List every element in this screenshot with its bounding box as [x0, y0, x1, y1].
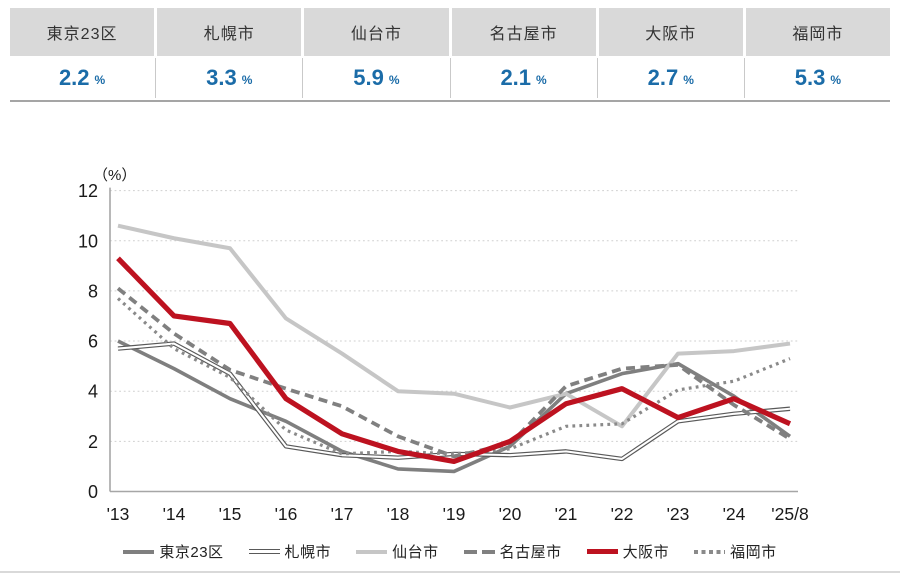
x-tick-label-1: '14: [163, 504, 186, 524]
y-tick-label-12: 12: [78, 181, 98, 201]
series-line-inner-札幌市: [117, 342, 791, 460]
summary-header-cell-5: 福岡市: [745, 8, 890, 56]
legend-label-0: 東京23区: [159, 544, 224, 561]
summary-value: 5.9: [353, 65, 384, 90]
summary-header-row: 東京23区 札幌市 仙台市 名古屋市 大阪市 福岡市: [10, 8, 890, 56]
x-tick-label-10: '23: [667, 504, 690, 524]
legend-label-4: 大阪市: [622, 544, 670, 561]
legend-item-2: 仙台市: [356, 541, 439, 562]
y-tick-label-6: 6: [88, 332, 98, 352]
summary-header-cell-1: 札幌市: [157, 8, 302, 56]
bottom-divider: [0, 571, 900, 573]
legend-line-sample-0: [123, 549, 155, 554]
legend-item-4: 大阪市: [586, 541, 670, 562]
y-tick-label-10: 10: [78, 231, 98, 251]
summary-header-cell-4: 大阪市: [598, 8, 743, 56]
summary-value-cell-5: 5.3%: [745, 56, 890, 100]
y-tick-label-8: 8: [88, 281, 98, 301]
x-tick-label-5: '18: [387, 504, 410, 524]
x-tick-label-3: '16: [275, 504, 298, 524]
legend-label-5: 福岡市: [730, 544, 777, 561]
summary-table: 東京23区 札幌市 仙台市 名古屋市 大阪市 福岡市 2.2% 3.3% 5.9% 2.1% 2.…: [10, 8, 890, 102]
series-line-大阪市: [116, 256, 792, 465]
series-line-仙台市: [117, 223, 791, 429]
legend-line-sample-2: [356, 549, 388, 554]
legend-label-3: 名古屋市: [499, 544, 562, 561]
x-tick-label-2: '15: [219, 504, 242, 524]
legend-item-3: 名古屋市: [463, 541, 562, 562]
summary-value-cell-4: 2.7%: [598, 56, 746, 100]
x-tick-label-12: '25/8: [771, 504, 808, 524]
summary-value-cell-0: 2.2%: [10, 56, 157, 100]
summary-header-cell-0: 東京23区: [10, 8, 155, 56]
legend-item-0: 東京23区: [123, 541, 223, 562]
x-tick-label-0: '13: [107, 504, 130, 524]
summary-value-unit: %: [830, 73, 842, 87]
legend-line-sample-4: [586, 549, 618, 554]
chart-legend: 東京23区 札幌市 仙台市 名古屋市 大阪市 福岡市: [0, 541, 900, 562]
y-tick-label-4: 4: [88, 382, 98, 402]
x-tick-label-11: '24: [723, 504, 746, 524]
summary-value-unit: %: [536, 73, 547, 87]
series-line-名古屋市: [116, 286, 791, 459]
summary-header-cell-3: 名古屋市: [451, 8, 596, 56]
y-axis-unit-label: （%）: [93, 167, 136, 184]
summary-value: 3.3: [206, 65, 237, 90]
summary-header-cell-2: 仙台市: [304, 8, 449, 56]
x-tick-label-4: '17: [331, 504, 354, 524]
summary-value-cell-1: 3.3%: [157, 56, 304, 100]
legend-line-sample-1: [248, 549, 280, 554]
x-tick-label-6: '19: [443, 504, 466, 524]
legend-label-2: 仙台市: [392, 544, 439, 561]
legend-label-1: 札幌市: [284, 544, 332, 561]
summary-value-unit: %: [94, 73, 106, 87]
summary-value-unit: %: [388, 73, 400, 87]
summary-value-cell-3: 2.1%: [451, 56, 598, 100]
summary-value: 2.7: [647, 65, 679, 90]
legend-item-5: 福岡市: [694, 541, 777, 562]
x-tick-label-7: '20: [499, 504, 522, 524]
legend-item-1: 札幌市: [248, 541, 332, 562]
summary-value-unit: %: [683, 73, 694, 87]
summary-value-unit: %: [241, 73, 253, 87]
legend-line-sample-3: [463, 549, 495, 554]
y-tick-label-2: 2: [88, 432, 98, 452]
x-tick-label-8: '21: [555, 504, 578, 524]
y-tick-label-0: 0: [88, 482, 98, 502]
summary-value-row: 2.2% 3.3% 5.9% 2.1% 2.7% 5.3%: [10, 56, 890, 102]
summary-value: 5.3: [794, 65, 826, 90]
summary-value: 2.1: [500, 65, 532, 90]
legend-line-sample-5: [694, 549, 726, 554]
summary-value-cell-2: 5.9%: [304, 56, 451, 100]
summary-value: 2.2: [58, 65, 90, 90]
x-tick-label-9: '22: [611, 504, 634, 524]
